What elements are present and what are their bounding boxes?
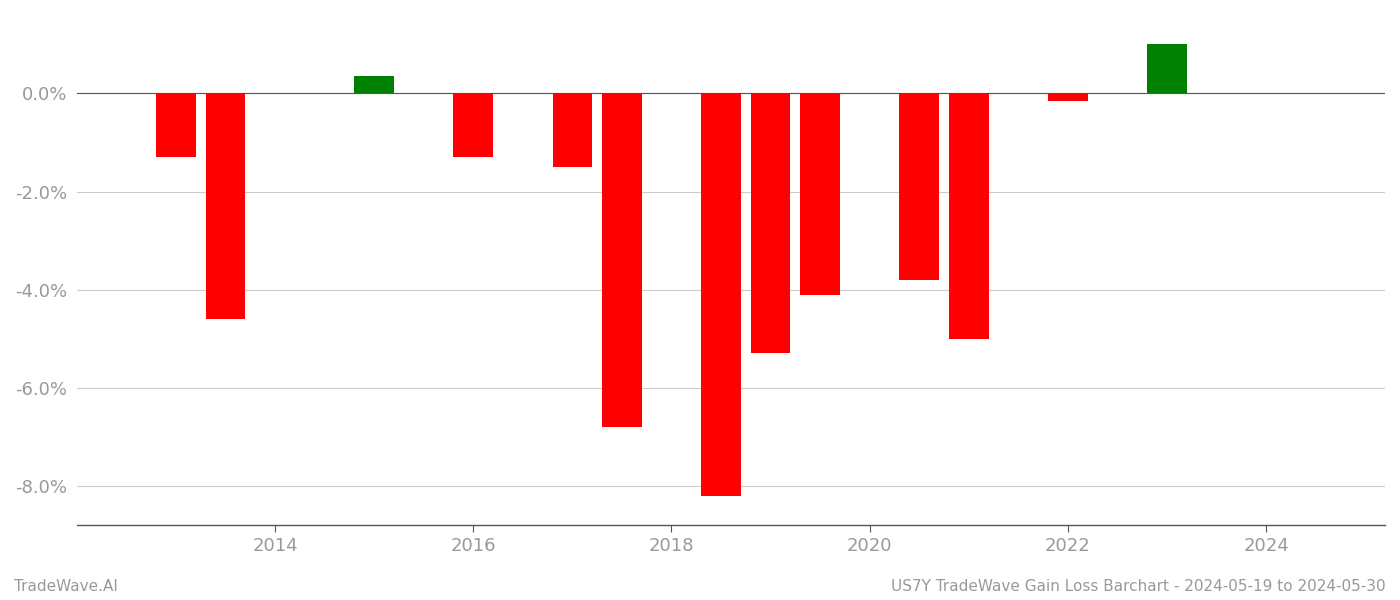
Bar bbox=[801, 94, 840, 295]
Bar bbox=[1147, 44, 1187, 94]
Bar bbox=[602, 94, 641, 427]
Text: TradeWave.AI: TradeWave.AI bbox=[14, 579, 118, 594]
Bar bbox=[454, 94, 493, 157]
Bar bbox=[701, 94, 741, 496]
Bar bbox=[899, 94, 939, 280]
Bar bbox=[157, 94, 196, 157]
Bar bbox=[949, 94, 988, 339]
Bar bbox=[354, 76, 393, 94]
Bar bbox=[750, 94, 791, 353]
Bar bbox=[553, 94, 592, 167]
Bar bbox=[206, 94, 245, 319]
Text: US7Y TradeWave Gain Loss Barchart - 2024-05-19 to 2024-05-30: US7Y TradeWave Gain Loss Barchart - 2024… bbox=[892, 579, 1386, 594]
Bar bbox=[1049, 94, 1088, 101]
